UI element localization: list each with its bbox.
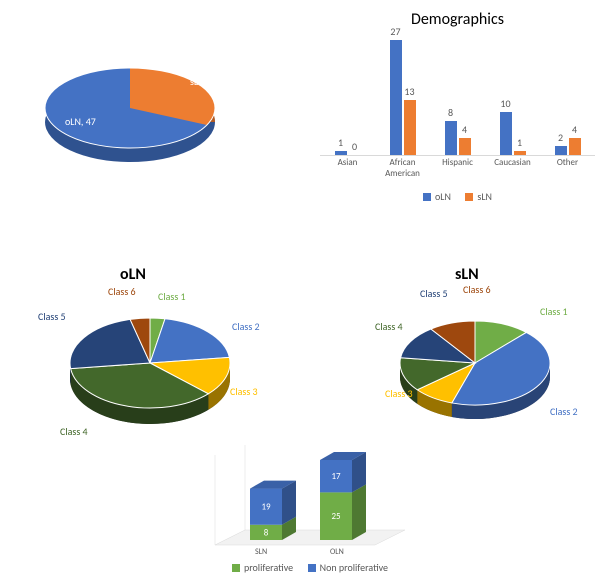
demographics-value-label: 10 (497, 97, 515, 110)
pie-top-label-oln: oLN, 47 (65, 115, 96, 128)
pie-slice-label: Class 1 (540, 305, 568, 318)
stacked-value-label: 25 (331, 511, 341, 522)
stacked-value-label: 19 (261, 502, 271, 513)
pie-sln-title: sLN (455, 265, 479, 284)
legend-label-oln: oLN (435, 190, 451, 203)
pie-slice-label: Class 4 (375, 320, 403, 333)
pie-oln: oLN Class 1 Class 2 Class 3 Class 4 Class 5 C… (20, 265, 280, 455)
demographics-value-label: 4 (566, 123, 584, 136)
pie-sln: sLN Class 1 Class 2 Class 3 Class 4 Class 5 C… (345, 265, 605, 455)
demographics-bar (569, 138, 581, 155)
legend-swatch-nonproliferative (308, 564, 316, 572)
stacked-bar: 8 19 25 17 SLN OLN proliferative Non proli… (205, 445, 415, 575)
legend-label-proliferative: proliferative (244, 561, 293, 574)
pie-top-svg (20, 30, 270, 180)
stacked-legend: proliferative Non proliferative (205, 561, 415, 575)
pie-oln-title: oLN (120, 265, 146, 284)
legend-sln: sLN (465, 190, 492, 203)
legend-swatch-sln (465, 193, 473, 201)
demographics-chart: Demographics 1027138410124 AsianAfricanA… (310, 10, 605, 210)
demographics-title: Demographics (310, 10, 605, 29)
demographics-value-label: 13 (401, 85, 419, 98)
pie-oln-svg (20, 283, 280, 453)
legend-proliferative: proliferative (232, 561, 293, 574)
demographics-value-label: 8 (442, 106, 460, 119)
demographics-value-label: 27 (387, 25, 405, 38)
demographics-axis-label: Hispanic (430, 157, 485, 168)
demographics-bar (555, 146, 567, 155)
legend-label-nonproliferative: Non proliferative (320, 561, 388, 574)
pie-slice-label: Class 4 (60, 425, 88, 438)
demographics-axis-label: Caucasian (485, 157, 540, 168)
pie-slice-label: Class 5 (38, 310, 66, 323)
stacked-value-label: 8 (264, 527, 269, 538)
pie-slice-label: Class 1 (158, 290, 186, 303)
demographics-value-label: 1 (511, 136, 529, 149)
demographics-bar (404, 100, 416, 155)
pie-top: sLN, 22 oLN, 47 (20, 30, 270, 180)
demographics-bar (514, 151, 526, 155)
legend-label-sln: sLN (477, 190, 492, 203)
pie-slice-label: Class 3 (385, 387, 413, 400)
pie-slice-label: Class 2 (550, 405, 578, 418)
demographics-value-label: 4 (456, 123, 474, 136)
demographics-value-label: 0 (346, 140, 364, 153)
legend-swatch-proliferative (232, 564, 240, 572)
stacked-bar-svg: 8 19 25 17 (205, 445, 415, 555)
pie-top-label-sln: sLN, 22 (190, 75, 219, 88)
demographics-axis-label: Asian (320, 157, 375, 168)
demographics-legend: oLN sLN (310, 190, 605, 204)
legend-swatch-oln (423, 193, 431, 201)
pie-slice-label: Class 6 (463, 283, 491, 296)
pie-slice-label: Class 2 (232, 320, 260, 333)
figure-canvas: sLN, 22 oLN, 47 Demographics 10271384101… (0, 0, 613, 578)
demographics-axis-label: AfricanAmerican (375, 157, 430, 179)
legend-oln: oLN (423, 190, 451, 203)
demographics-axis-label: Other (540, 157, 595, 168)
stacked-cat-sln: SLN (255, 547, 267, 557)
pie-slice-label: Class 3 (230, 385, 258, 398)
legend-nonproliferative: Non proliferative (308, 561, 388, 574)
stacked-value-label: 17 (331, 471, 341, 482)
stacked-cat-oln: OLN (330, 547, 344, 557)
pie-slice-label: Class 6 (108, 285, 136, 298)
demographics-bar (459, 138, 471, 155)
pie-slice-label: Class 5 (420, 287, 448, 300)
